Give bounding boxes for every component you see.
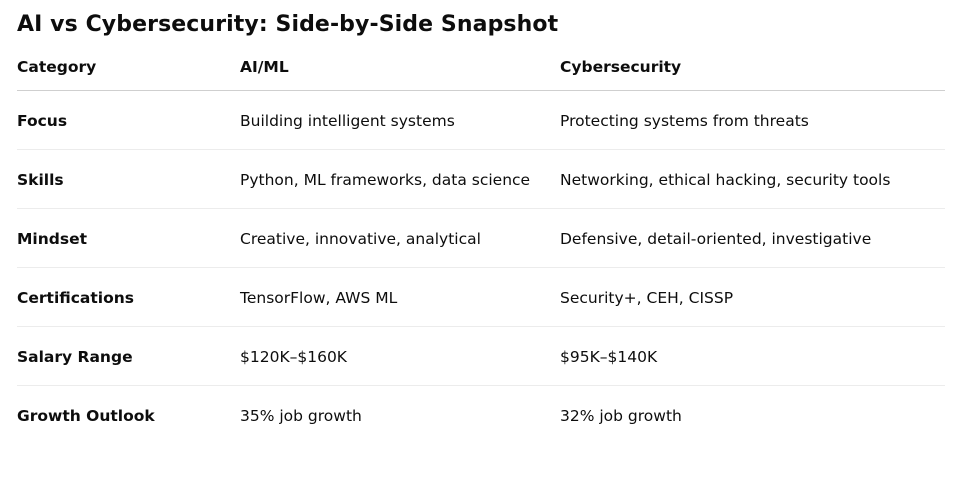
row-category: Growth Outlook — [17, 407, 155, 425]
table-row: Certifications TensorFlow, AWS ML Securi… — [17, 267, 945, 327]
header-category: Category — [17, 44, 240, 91]
row-category: Mindset — [17, 208, 240, 268]
row-cybersecurity-value: Defensive, detail-oriented, investigativ… — [560, 208, 945, 268]
header-cybersecurity: Cybersecurity — [560, 44, 945, 91]
row-cybersecurity-value: $95K–$140K — [560, 326, 945, 386]
row-cybersecurity-value: Protecting systems from threats — [560, 90, 945, 150]
header-ai-ml: AI/ML — [240, 44, 560, 91]
row-category: Skills — [17, 149, 240, 209]
row-category: Salary Range — [17, 326, 240, 386]
row-ai-ml-value: Creative, innovative, analytical — [240, 208, 560, 268]
row-ai-ml-value: $120K–$160K — [240, 326, 560, 386]
table-row: Salary Range $120K–$160K $95K–$140K — [17, 326, 945, 386]
page-title: AI vs Cybersecurity: Side-by-Side Snapsh… — [17, 12, 559, 37]
comparison-table: Category AI/ML Cybersecurity Focus Build… — [17, 44, 945, 444]
table-header-row: Category AI/ML Cybersecurity — [17, 44, 945, 91]
table-row: Skills Python, ML frameworks, data scien… — [17, 149, 945, 209]
row-ai-ml-value: TensorFlow, AWS ML — [240, 267, 560, 327]
row-ai-ml-value: Building intelligent systems — [240, 90, 560, 150]
row-category: Focus — [17, 90, 240, 150]
table-row: Focus Building intelligent systems Prote… — [17, 90, 945, 150]
row-cybersecurity-value: Networking, ethical hacking, security to… — [560, 149, 945, 209]
row-ai-ml-value: Python, ML frameworks, data science — [240, 149, 560, 209]
row-category: Certifications — [17, 267, 240, 327]
table-row: Growth Outlook 35% job growth 32% job gr… — [17, 386, 945, 445]
row-cybersecurity-value: 32% job growth — [560, 407, 682, 425]
row-ai-ml-value: 35% job growth — [240, 407, 362, 425]
table-row: Mindset Creative, innovative, analytical… — [17, 208, 945, 268]
row-cybersecurity-value: Security+, CEH, CISSP — [560, 267, 945, 327]
